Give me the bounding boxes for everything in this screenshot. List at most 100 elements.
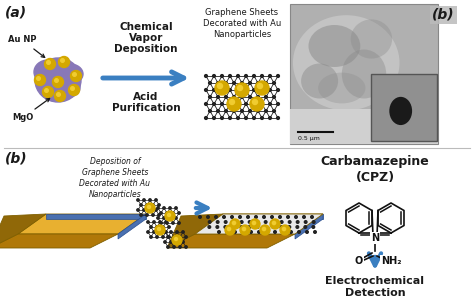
Circle shape [246,216,249,218]
Circle shape [233,96,236,98]
Circle shape [230,219,240,229]
Circle shape [272,226,274,228]
Circle shape [57,93,60,96]
Circle shape [168,226,170,228]
Circle shape [252,221,255,225]
Circle shape [166,212,168,214]
Circle shape [263,227,265,231]
Circle shape [61,59,64,62]
Circle shape [261,75,264,77]
Circle shape [253,99,257,104]
Circle shape [169,207,171,209]
Circle shape [175,217,177,219]
Circle shape [205,75,208,77]
Text: N: N [371,233,379,243]
Circle shape [160,222,162,224]
Circle shape [261,103,264,105]
Circle shape [43,86,54,97]
Circle shape [245,103,247,105]
Polygon shape [0,234,118,248]
Circle shape [143,209,145,211]
Circle shape [140,204,142,206]
Circle shape [269,75,272,77]
Circle shape [176,241,178,243]
Circle shape [165,211,175,221]
Circle shape [253,75,255,77]
Polygon shape [118,214,146,239]
Circle shape [242,231,244,233]
Circle shape [47,61,50,64]
Circle shape [245,89,247,91]
Circle shape [157,228,161,231]
Circle shape [273,82,275,84]
Polygon shape [18,214,146,234]
Text: O: O [355,256,363,266]
Circle shape [172,212,174,214]
Circle shape [209,221,211,223]
Circle shape [273,110,275,112]
Circle shape [266,231,268,233]
Ellipse shape [52,58,72,74]
Circle shape [215,81,229,95]
Circle shape [217,110,219,112]
Circle shape [225,110,228,112]
Circle shape [314,231,316,233]
Circle shape [220,117,223,119]
Circle shape [290,231,292,233]
Circle shape [235,83,249,97]
Circle shape [150,226,152,228]
Circle shape [220,75,223,77]
Circle shape [182,241,184,243]
Circle shape [150,236,152,238]
Ellipse shape [293,15,400,110]
Ellipse shape [342,49,386,99]
Circle shape [178,222,180,224]
Circle shape [55,79,58,82]
Circle shape [213,75,215,77]
Circle shape [256,82,259,84]
Circle shape [233,82,236,84]
Circle shape [137,209,139,211]
Circle shape [152,214,154,216]
Circle shape [36,77,40,80]
Polygon shape [167,214,223,248]
Circle shape [248,110,251,112]
Circle shape [228,89,231,91]
Circle shape [248,221,251,223]
Circle shape [55,91,65,102]
Polygon shape [167,234,295,248]
Circle shape [288,226,291,228]
Circle shape [149,199,151,201]
Circle shape [227,97,241,111]
Circle shape [241,82,244,84]
Circle shape [225,82,228,84]
Circle shape [287,216,289,218]
Circle shape [178,212,180,214]
Text: 0.5 μm: 0.5 μm [298,136,320,141]
Circle shape [158,214,160,216]
Circle shape [240,221,243,223]
Circle shape [237,89,239,91]
Circle shape [304,221,307,223]
Circle shape [146,214,148,216]
Circle shape [264,82,267,84]
Ellipse shape [389,97,412,125]
Circle shape [162,226,164,228]
Circle shape [45,59,55,70]
Circle shape [248,96,251,98]
Circle shape [277,103,279,105]
Circle shape [256,110,259,112]
Circle shape [253,117,255,119]
Circle shape [147,231,149,233]
Circle shape [69,84,80,96]
Circle shape [241,96,244,98]
Circle shape [256,221,259,223]
Circle shape [145,203,155,213]
Circle shape [199,216,201,218]
Circle shape [295,216,297,218]
Circle shape [158,204,160,206]
Text: (b): (b) [5,152,27,166]
Ellipse shape [351,20,392,59]
Circle shape [163,217,165,219]
Circle shape [310,216,313,218]
